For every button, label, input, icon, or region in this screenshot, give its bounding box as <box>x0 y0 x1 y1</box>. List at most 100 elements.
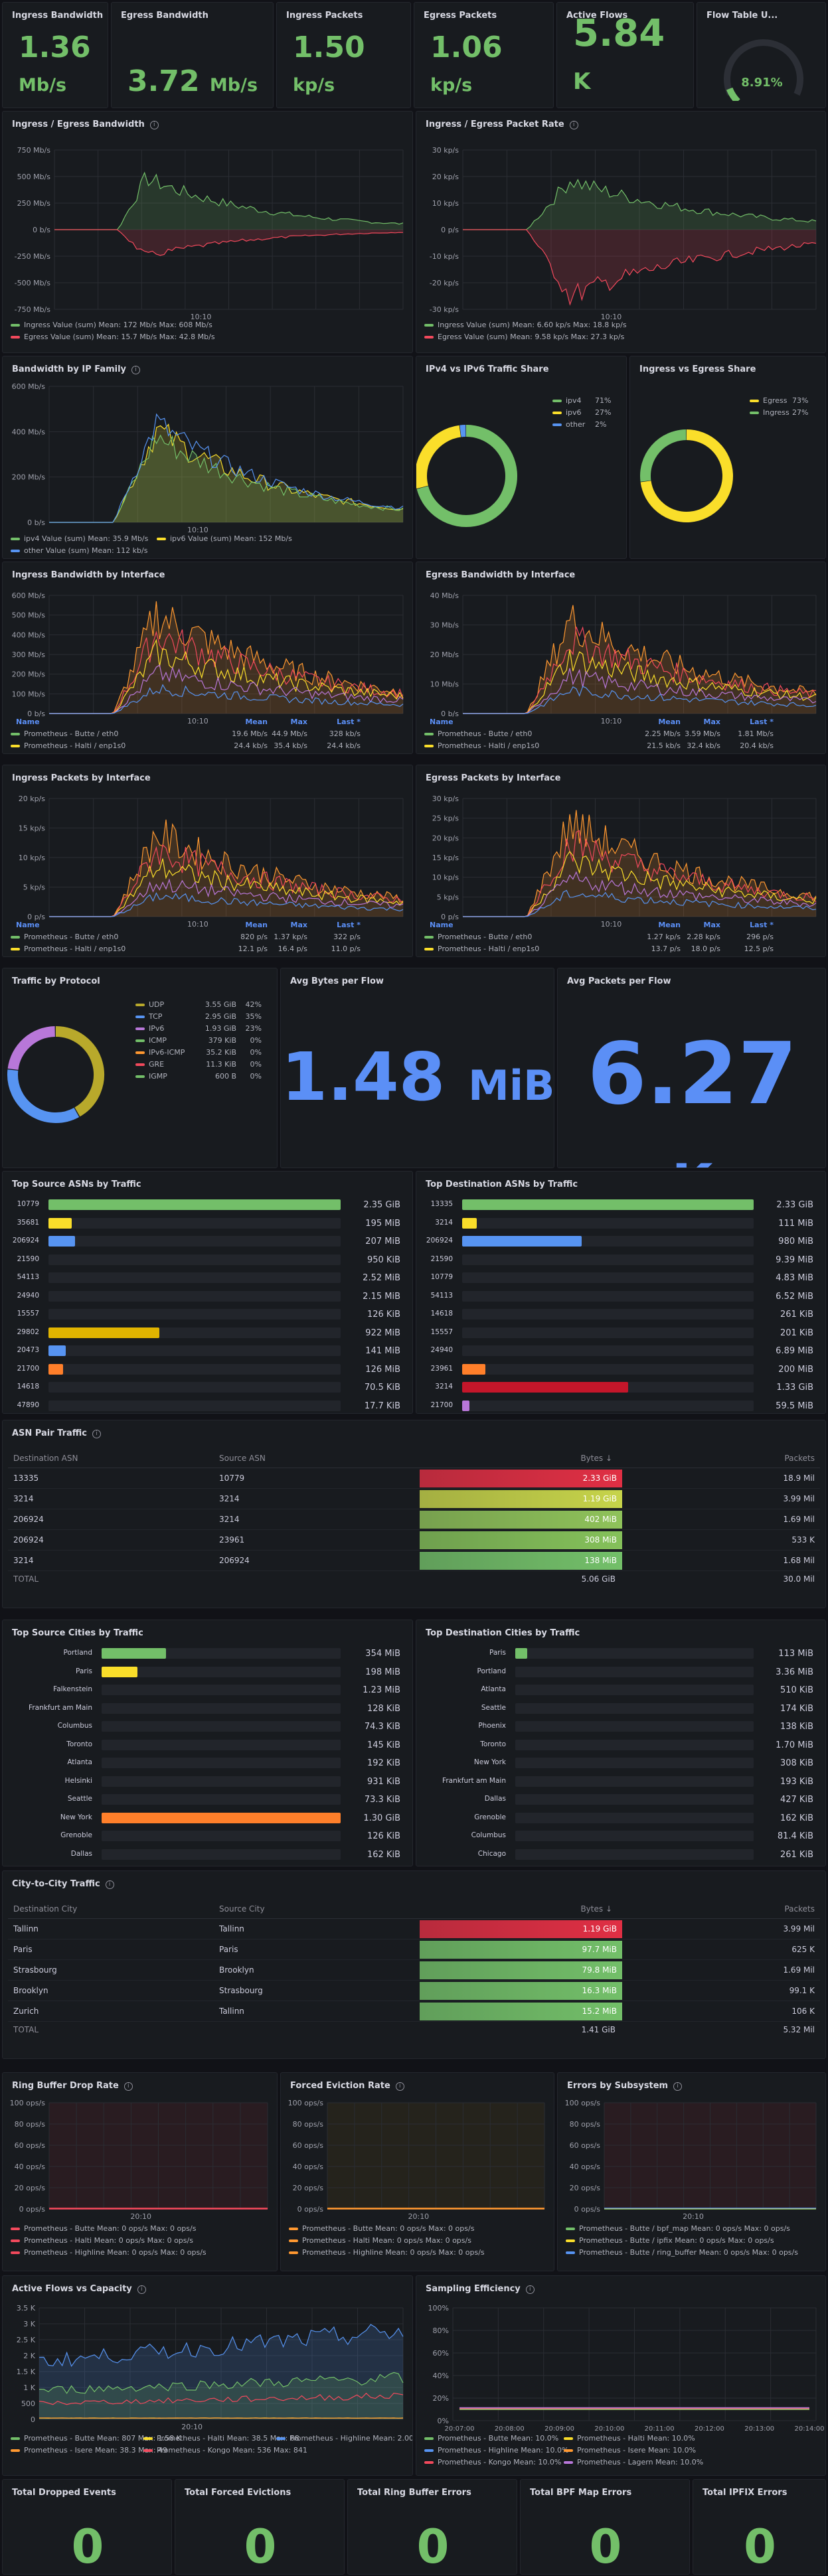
bar-row[interactable]: 29802 922 MiB <box>3 1327 412 1338</box>
legend-row[interactable]: Prometheus - Halti / enp1s0 13.7 p/s 18.0 … <box>424 943 817 955</box>
bar-row[interactable]: 21590 9.39 MiB <box>416 1254 825 1265</box>
panel-avg-bytes-per-flow[interactable]: Avg Bytes per Flow 1.48 MiB <box>280 968 554 1168</box>
table-col-header[interactable]: Bytes ↓ <box>580 1454 612 1463</box>
donut-slice[interactable] <box>640 429 687 482</box>
bar-row[interactable]: 15557 201 KiB <box>416 1327 825 1338</box>
bar-row[interactable]: 10779 2.35 GiB <box>3 1199 412 1210</box>
table-row[interactable]: Paris Paris 97.7 MiB 625 K <box>8 1939 820 1960</box>
bar-row[interactable]: Toronto 145 KiB <box>3 1739 412 1750</box>
legend-row[interactable]: Prometheus - Butte / eth0 1.27 kp/s 2.28 k… <box>424 931 817 943</box>
legend-item[interactable]: Prometheus - Highline Mean: 0 ops/s Max:… <box>289 2248 485 2257</box>
legend-item[interactable]: Prometheus - Halti Mean: 0 ops/s Max: 0 … <box>11 2236 193 2245</box>
panel-ring-buffer-drop-rate[interactable]: Ring Buffer Drop Rate i 100 ops/s 80 ops/s… <box>2 2072 278 2271</box>
legend-item[interactable]: Prometheus - Butte / bpf_map Mean: 0 ops… <box>566 2224 790 2233</box>
stat-total-bpf-map-errors[interactable]: Total BPF Map Errors 0 <box>520 2479 690 2575</box>
stat-total-forced-evictions[interactable]: Total Forced Evictions 0 <box>175 2479 345 2575</box>
panel-errors-by-subsystem[interactable]: Errors by Subsystem i 100 ops/s 80 ops/s 60… <box>557 2072 826 2271</box>
bar-row[interactable]: 206924 980 MiB <box>416 1236 825 1247</box>
bar-row[interactable]: Dallas 162 KiB <box>3 1849 412 1860</box>
donut-slice[interactable] <box>7 1026 56 1071</box>
legend-item[interactable]: Prometheus - Butte / ring_buffer Mean: 0… <box>566 2248 798 2257</box>
stat-ingress-bandwidth[interactable]: Ingress Bandwidth 1.36 Mb/s <box>2 2 108 108</box>
table-row[interactable]: 3214 206924 138 MiB 1.68 Mil <box>8 1551 820 1571</box>
table-col-header[interactable]: Packets <box>784 1454 815 1463</box>
legend-row[interactable]: Prometheus - Halti / enp1s0 21.5 kb/s 32.4… <box>424 740 817 752</box>
bar-row[interactable]: Seattle 73.3 KiB <box>3 1794 412 1805</box>
donut-legend-item[interactable]: Ingress 27% <box>750 408 808 417</box>
stat-total-dropped-events[interactable]: Total Dropped Events 0 <box>2 2479 172 2575</box>
bar-row[interactable]: 15557 126 KiB <box>3 1309 412 1320</box>
donut-slice[interactable] <box>7 1069 80 1123</box>
legend-item[interactable]: Egress Value (sum) Mean: 15.7 Mb/s Max: … <box>11 333 215 341</box>
legend-col-header[interactable]: Name <box>430 921 454 929</box>
table-row[interactable]: Tallinn Tallinn 1.19 GiB 3.99 Mil <box>8 1919 820 1939</box>
panel-avg-packets-per-flow[interactable]: Avg Packets per Flow 6.27 K <box>557 968 826 1168</box>
protocol-legend-row[interactable]: ICMP 379 KiB 0% <box>135 1036 268 1045</box>
table-col-header[interactable]: Destination ASN <box>13 1454 78 1463</box>
legend-col-header[interactable]: Mean <box>658 921 681 929</box>
legend-row[interactable]: Prometheus - Butte / eth0 820 p/s 1.37 kp/… <box>11 931 404 943</box>
legend-row[interactable]: Prometheus - Highline / ens319.5 Mb/s55.… <box>11 752 404 753</box>
legend-col-header[interactable]: Max <box>290 921 307 929</box>
bar-row[interactable]: Atlanta 192 KiB <box>3 1758 412 1768</box>
donut-slice[interactable] <box>416 425 461 489</box>
table-row[interactable]: Zurich Tallinn 15.2 MiB 106 K <box>8 2001 820 2022</box>
table-col-header[interactable]: Source ASN <box>219 1454 266 1463</box>
bar-row[interactable]: Paris 198 MiB <box>3 1666 412 1677</box>
info-icon[interactable]: i <box>92 1430 102 1438</box>
bar-row[interactable]: 10779 4.83 MiB <box>416 1272 825 1283</box>
legend-row[interactable]: Prometheus - Halti / enp1s0 24.4 kb/s 35.4… <box>11 740 404 752</box>
legend-item[interactable]: Prometheus - Kongo Mean: 536 Max: 841 <box>143 2446 307 2455</box>
panel-egress-bandwidth-by-interface[interactable]: Egress Bandwidth by Interface 40 Mb/s 30 … <box>416 562 826 754</box>
panel-ingress-bandwidth-by-interface[interactable]: Ingress Bandwidth by Interface 600 Mb/s 5… <box>2 562 413 754</box>
info-icon[interactable]: i <box>131 366 141 374</box>
legend-item[interactable]: other Value (sum) Mean: 112 kb/s <box>11 546 147 555</box>
donut-slice[interactable] <box>55 1026 104 1117</box>
bar-row[interactable]: Dallas 427 KiB <box>416 1794 825 1805</box>
legend-item[interactable]: Prometheus - Isere Mean: 38.3 Max: 49 <box>11 2446 167 2455</box>
panel-bandwidth-by-ip-family[interactable]: Bandwidth by IP Family i 600 Mb/s 400 Mb/s… <box>2 356 413 559</box>
legend-row[interactable]: Prometheus - Highline / ens3865 p/s1.36 … <box>11 955 404 956</box>
info-icon[interactable]: i <box>525 2285 535 2294</box>
table-row[interactable]: 13335 10779 2.33 GiB 18.9 Mil <box>8 1468 820 1489</box>
bar-row[interactable]: 13335 2.33 GiB <box>416 1199 825 1210</box>
protocol-legend-row[interactable]: IPv6 1.93 GiB 23% <box>135 1024 268 1033</box>
gauge-flow-table[interactable]: Flow Table U... 8.91% <box>697 2 826 108</box>
bar-row[interactable]: New York 1.30 GiB <box>3 1812 412 1823</box>
info-icon[interactable]: i <box>124 2082 133 2091</box>
panel-ipv4-ipv6-share[interactable]: IPv4 vs IPv6 Traffic Share ipv4 71% ipv6 27… <box>416 356 627 559</box>
legend-item[interactable]: Prometheus - Butte Mean: 0 ops/s Max: 0 … <box>289 2224 474 2233</box>
legend-item[interactable]: Prometheus - Butte Mean: 10.0% <box>424 2434 558 2443</box>
legend-item[interactable]: Prometheus - Butte Mean: 0 ops/s Max: 0 … <box>11 2224 196 2233</box>
donut-legend-item[interactable]: Egress 73% <box>750 396 808 405</box>
bar-row[interactable]: Helsinki 931 KiB <box>3 1776 412 1787</box>
legend-item[interactable]: Prometheus - Halti Mean: 38.5 Max: 68 <box>143 2434 299 2443</box>
bar-row[interactable]: Columbus 81.4 KiB <box>416 1831 825 1841</box>
info-icon[interactable]: i <box>105 1880 114 1889</box>
panel-egress-packets-by-interface[interactable]: Egress Packets by Interface 30 kp/s 25 kp… <box>416 765 826 957</box>
legend-item[interactable]: Prometheus - Halti Mean: 0 ops/s Max: 0 … <box>289 2236 471 2245</box>
bar-row[interactable]: 35681 195 MiB <box>3 1217 412 1229</box>
bar-row[interactable]: Portland 3.36 MiB <box>416 1666 825 1677</box>
protocol-legend-row[interactable]: IGMP 600 B 0% <box>135 1072 268 1081</box>
table-row[interactable]: 206924 23961 308 MiB 533 K <box>8 1530 820 1551</box>
donut-legend-item[interactable]: ipv6 27% <box>552 408 611 417</box>
legend-item[interactable]: Ingress Value (sum) Mean: 172 Mb/s Max: … <box>11 321 212 329</box>
stat-active-flows[interactable]: Active Flows 5.84 K <box>556 2 694 108</box>
bar-row[interactable]: Frankfurt am Main 193 KiB <box>416 1776 825 1787</box>
legend-item[interactable]: ipv4 Value (sum) Mean: 35.9 Mb/s <box>11 534 148 543</box>
legend-col-header[interactable]: Last * <box>750 718 774 726</box>
bar-row[interactable]: Chicago 261 KiB <box>416 1849 825 1860</box>
stat-egress-packets[interactable]: Egress Packets 1.06 kp/s <box>414 2 554 108</box>
info-icon[interactable]: i <box>569 121 578 129</box>
legend-row[interactable]: Prometheus - Highline / ens32.18 Mb/s3.7… <box>424 752 817 753</box>
donut-legend-item[interactable]: ipv4 71% <box>552 396 611 405</box>
legend-col-header[interactable]: Max <box>703 921 720 929</box>
info-icon[interactable]: i <box>395 2082 404 2091</box>
panel-top-destination-cities[interactable]: Top Destination Cities by Traffic Paris 1… <box>416 1620 826 1866</box>
legend-col-header[interactable]: Max <box>290 718 307 726</box>
legend-row[interactable]: Prometheus - Butte / eth0 2.25 Mb/s 3.59 M… <box>424 728 817 740</box>
panel-top-source-cities[interactable]: Top Source Cities by Traffic Portland 354… <box>2 1620 413 1866</box>
legend-item[interactable]: Prometheus - Butte Mean: 807 Max: 1.58 K <box>11 2434 181 2443</box>
bar-row[interactable]: 3214 1.33 GiB <box>416 1382 825 1393</box>
